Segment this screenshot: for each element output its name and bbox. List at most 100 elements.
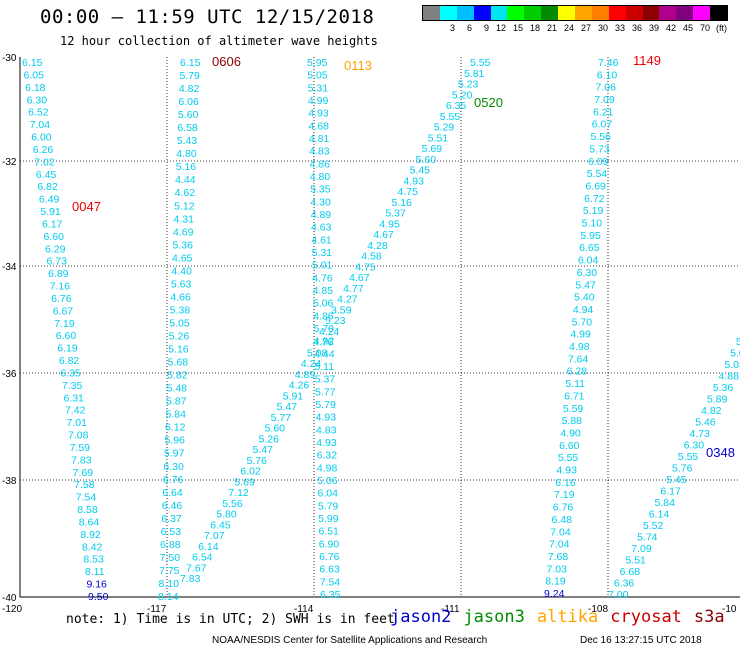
swh-value: 5.73 [589,143,610,155]
swh-value: 7.08 [68,430,89,442]
swh-value: 9.16 [86,579,107,591]
swh-value: 4.28 [367,240,388,252]
swh-value: 7.35 [62,380,83,392]
swh-value: 5.36 [172,239,193,251]
swh-value: 6.26 [33,144,54,156]
swh-value: 6.68 [620,566,641,578]
swh-value: 5.16 [391,197,412,209]
swh-value: 4.93 [557,465,578,477]
swh-value: 7.19 [554,489,575,501]
mission-jason2: jason2 [390,607,452,627]
mission-legend: jason2 jason3 altika cryosat s3a [390,607,725,627]
swh-value: 5.23 [325,315,346,327]
swh-value: 5.08 [307,347,328,359]
swh-value: 4.76 [312,272,333,284]
swh-value: 4.82 [701,405,722,417]
swh-value: 5.03 [724,359,740,371]
mission-s3a: s3a [693,607,725,627]
track-0520: 5.555.815.235.206.355.555.295.515.695.60… [180,57,503,585]
swh-value: 6.10 [597,69,618,81]
swh-value: 6.09 [588,156,609,168]
swh-value: 5.82 [167,370,188,382]
swh-value: 4.27 [337,294,358,306]
swh-value: 5.35 [310,184,331,196]
swh-value: 4.68 [309,120,330,132]
swh-value: 7.03 [547,563,568,575]
color-scale-swatches [422,5,728,21]
swh-value: 5.06 [317,475,338,487]
swh-value: 7.46 [598,57,619,69]
swh-value: 4.98 [317,462,338,474]
swh-value: 5.54 [587,168,608,180]
swh-value: 5.79 [318,500,339,512]
swh-value: 4.75 [355,261,376,273]
swh-value: 5.95 [580,230,601,242]
swh-value: 6.30 [163,461,184,473]
track-0047: 6.156.056.186.306.527.046.006.267.026.45… [22,57,109,603]
lat-label: -34 [2,262,17,273]
swh-value: 7.54 [320,576,341,588]
swh-value: 6.65 [579,242,600,254]
swh-value: 9.50 [88,591,109,603]
swh-value: 5.05 [307,70,328,82]
swh-value: 8.42 [82,541,103,553]
footer-timestamp: Dec 16 13:27:15 UTC 2018 [580,635,702,646]
swh-value: 6.07 [592,119,613,131]
swh-value: 6.76 [553,502,574,514]
swh-value: 5.06 [313,298,334,310]
swh-value: 6.21 [593,106,614,118]
swh-value: 7.06 [595,82,616,94]
swh-value: 6.73 [47,256,68,268]
swh-value: 6.89 [48,268,69,280]
swh-value: 4.92 [314,336,335,348]
swh-value: 4.93 [316,437,337,449]
swh-value: 5.10 [582,218,603,230]
scale-swatch [439,6,457,20]
swh-value: 6.04 [578,255,599,267]
swh-value: 5.51 [428,132,449,144]
track-id-label: 0047 [72,199,101,214]
swh-value: 5.26 [169,331,190,343]
swh-value: 4.44 [314,348,335,360]
mission-cryosat: cryosat [610,607,682,627]
swh-value: 5.38 [170,304,191,316]
scale-swatch [625,6,643,20]
swh-value: 4.69 [173,226,194,238]
swh-value: 6.46 [162,500,183,512]
swh-value: 5.84 [166,409,187,421]
swh-value: 5.76 [246,455,267,467]
swh-value: 5.0 [730,348,740,360]
swh-value: 4.89 [295,369,316,381]
swh-value: 7.68 [548,551,569,563]
swh-value: 6.63 [319,564,340,576]
swh-value: 5.60 [265,423,286,435]
swh-value: 5.29 [434,122,455,134]
scale-swatch [490,6,508,20]
swh-value: 7.58 [74,479,95,491]
swh-value: 6.82 [59,355,80,367]
swh-value: 5.76 [672,463,693,475]
swh-value: 6.30 [27,94,48,106]
swh-value: 5.95 [307,57,328,69]
swh-value: 5.31 [308,82,329,94]
swh-value: 7.00 [608,589,629,601]
swh-value: 6.71 [564,390,585,402]
swh-value: 5.55 [678,451,699,463]
swh-value: 6.48 [552,514,573,526]
swh-value: 6.64 [162,487,183,499]
swh-value: 5.60 [178,109,199,121]
swh-value: 6.14 [649,509,670,521]
swh-value: 5.81 [464,68,485,80]
map-grid [19,57,740,598]
lon-label: -10 [722,604,737,615]
swh-value: 7.83 [180,573,201,585]
swh-value: 4.86 [309,158,330,170]
swh-value: 4.90 [560,427,581,439]
swh-value: 6.12 [165,422,186,434]
swh-value: 7.01 [67,417,88,429]
swh-value: 7.59 [70,442,91,454]
swh-value: 4.94 [573,304,594,316]
swh-value: 4.44 [175,174,196,186]
swh-value: 7.02 [34,156,55,168]
swh-value: 5.11 [565,378,585,390]
